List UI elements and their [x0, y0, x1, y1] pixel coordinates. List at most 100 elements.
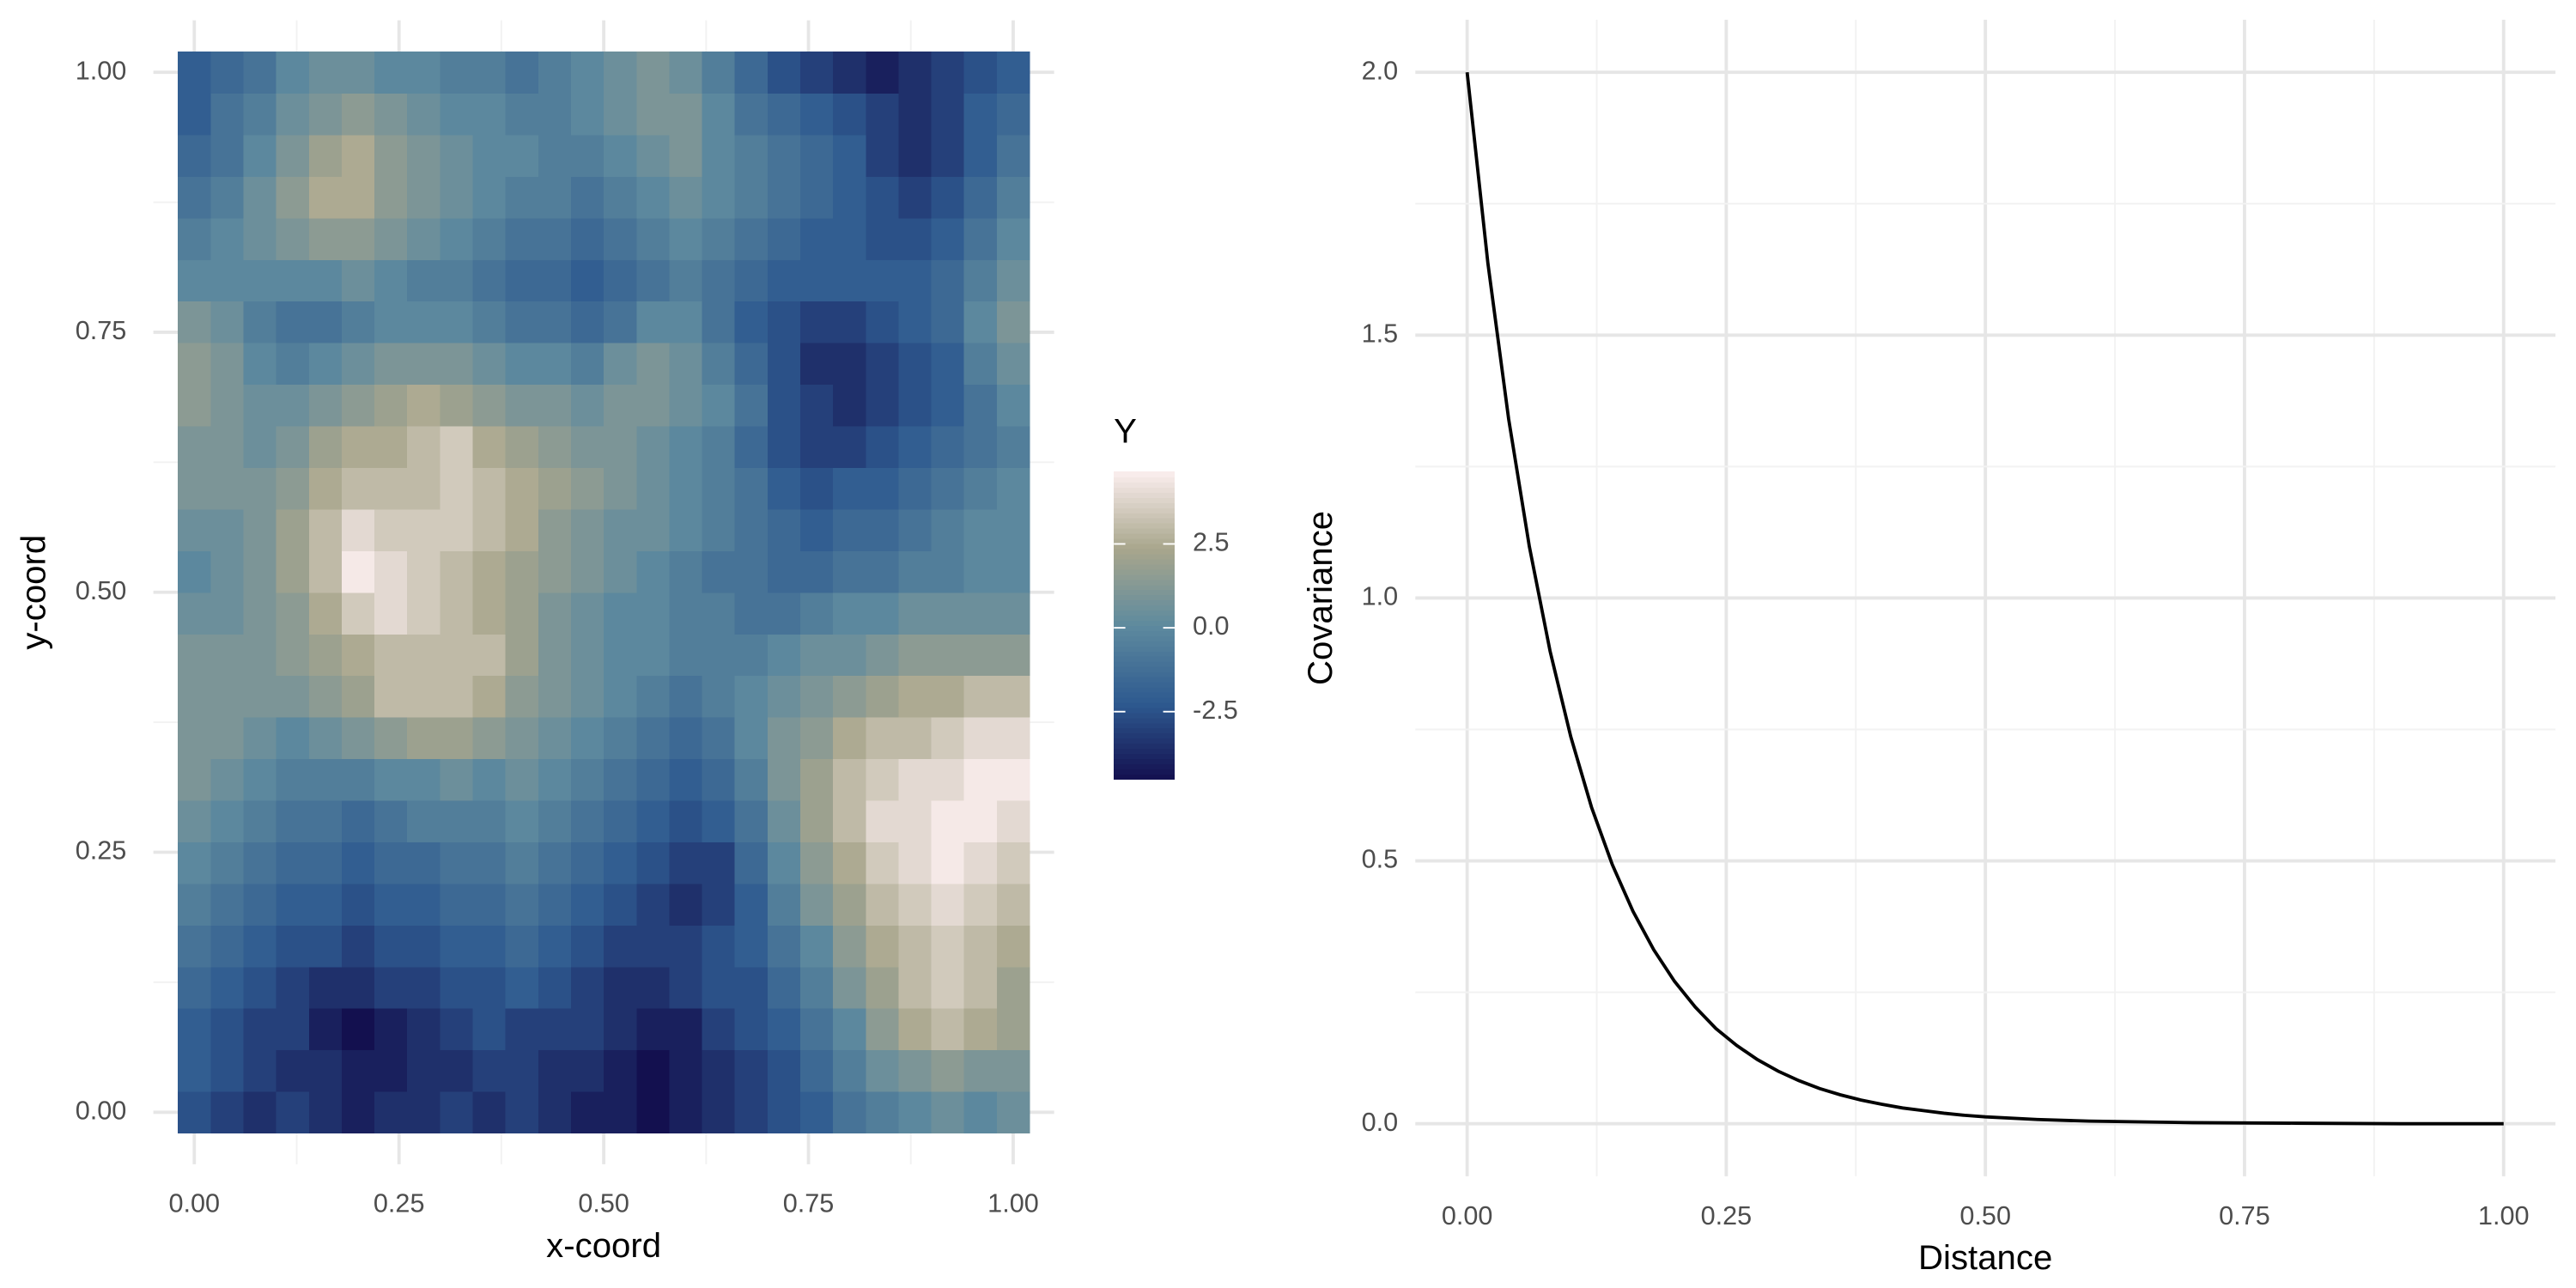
heatmap-cell	[866, 134, 900, 177]
heatmap-cell	[407, 758, 440, 801]
heatmap-cell	[341, 467, 375, 510]
heatmap-cell	[866, 966, 900, 1009]
heatmap-cell	[898, 508, 933, 551]
heatmap-cell	[931, 217, 965, 260]
heatmap-cell	[898, 425, 933, 468]
heatmap-cell	[963, 1049, 998, 1092]
heatmap-cell	[440, 1091, 474, 1134]
heatmap-cell	[178, 1091, 211, 1134]
heatmap-cell	[374, 717, 408, 760]
heatmap-cell	[407, 550, 440, 593]
heatmap-cell	[767, 799, 801, 842]
heatmap-cell	[767, 93, 801, 136]
heatmap-cell	[767, 758, 801, 801]
heatmap-cell	[538, 675, 572, 718]
heatmap-cell	[767, 841, 801, 884]
heatmap-cell	[702, 384, 736, 427]
heatmap-cell	[767, 384, 801, 427]
heatmap-cell	[407, 134, 440, 177]
heatmap-cell	[636, 176, 670, 219]
heatmap-cell	[440, 634, 474, 677]
heatmap-cell	[636, 467, 670, 510]
heatmap-cell	[767, 425, 801, 468]
heatmap-cell	[866, 301, 900, 343]
colorbar-segment	[1114, 691, 1175, 698]
heatmap-cell	[604, 841, 637, 884]
heatmap-cell	[440, 841, 474, 884]
heatmap-cell	[276, 217, 310, 260]
x-tick-label: 0.25	[1701, 1201, 1753, 1230]
colorbar-segment	[1114, 589, 1175, 596]
heatmap-cell	[276, 550, 310, 593]
heatmap-cell	[800, 634, 834, 677]
heatmap-cell	[702, 1091, 736, 1134]
y-tick-label: 0.25	[76, 836, 127, 866]
heatmap-cell	[210, 883, 245, 926]
heatmap-cell	[996, 343, 1030, 386]
heatmap-cell	[472, 634, 507, 677]
heatmap-cell	[669, 301, 703, 343]
heatmap-cell	[963, 343, 998, 386]
heatmap-cell	[472, 217, 507, 260]
heatmap-cell	[341, 384, 375, 427]
heatmap-cell	[308, 1008, 343, 1051]
heatmap-cell	[178, 966, 211, 1009]
heatmap-cell	[996, 550, 1030, 593]
heatmap-cell	[800, 717, 834, 760]
heatmap-cell	[341, 259, 375, 302]
heatmap-cell	[505, 550, 539, 593]
heatmap-cell	[243, 799, 277, 842]
heatmap-cell	[308, 841, 343, 884]
heatmap-cell	[898, 134, 933, 177]
x-tick-label: 0.75	[2219, 1201, 2270, 1230]
heatmap-cell	[833, 343, 866, 386]
heatmap-cell	[669, 176, 703, 219]
heatmap-cell	[210, 717, 245, 760]
heatmap-cell	[963, 176, 998, 219]
heatmap-cell	[669, 1008, 703, 1051]
heatmap-cell	[374, 51, 408, 94]
heatmap-cell	[472, 1049, 507, 1092]
heatmap-cell	[341, 51, 375, 94]
heatmap-cell	[996, 758, 1030, 801]
heatmap-cell	[702, 425, 736, 468]
heatmap-cell	[702, 675, 736, 718]
colorbar-segment	[1114, 738, 1175, 744]
heatmap-cell	[996, 467, 1030, 510]
y-tick-label: 0.00	[76, 1096, 127, 1125]
heatmap-cell	[341, 717, 375, 760]
heatmap-cell	[996, 217, 1030, 260]
heatmap-cell	[210, 634, 245, 677]
heatmap-cell	[800, 550, 834, 593]
heatmap-cell	[963, 467, 998, 510]
heatmap-cell	[931, 384, 965, 427]
heatmap-cell	[570, 717, 605, 760]
heatmap-cell	[996, 134, 1030, 177]
heatmap-cell	[931, 675, 965, 718]
heatmap-cell	[341, 1049, 375, 1092]
heatmap-cell	[440, 93, 474, 136]
heatmap-cell	[866, 925, 900, 968]
heatmap-cell	[374, 259, 408, 302]
heatmap-cell	[669, 758, 703, 801]
heatmap-cell	[996, 925, 1030, 968]
heatmap-cell	[341, 550, 375, 593]
heatmap-cell	[963, 425, 998, 468]
heatmap-cell	[210, 925, 245, 968]
heatmap-cell	[767, 467, 801, 510]
heatmap-cell	[866, 1008, 900, 1051]
colorbar-segment	[1114, 482, 1175, 488]
heatmap-cell	[308, 176, 343, 219]
heatmap-cell	[440, 301, 474, 343]
heatmap-cell	[898, 301, 933, 343]
colorbar-segment	[1114, 743, 1175, 750]
heatmap-cell	[276, 634, 310, 677]
heatmap-cell	[604, 51, 637, 94]
heatmap-cell	[604, 550, 637, 593]
heatmap-cell	[374, 592, 408, 635]
heatmap-cell	[276, 841, 310, 884]
heatmap-cell	[341, 841, 375, 884]
heatmap-cell	[702, 134, 736, 177]
heatmap-cell	[276, 343, 310, 386]
heatmap-cell	[931, 134, 965, 177]
